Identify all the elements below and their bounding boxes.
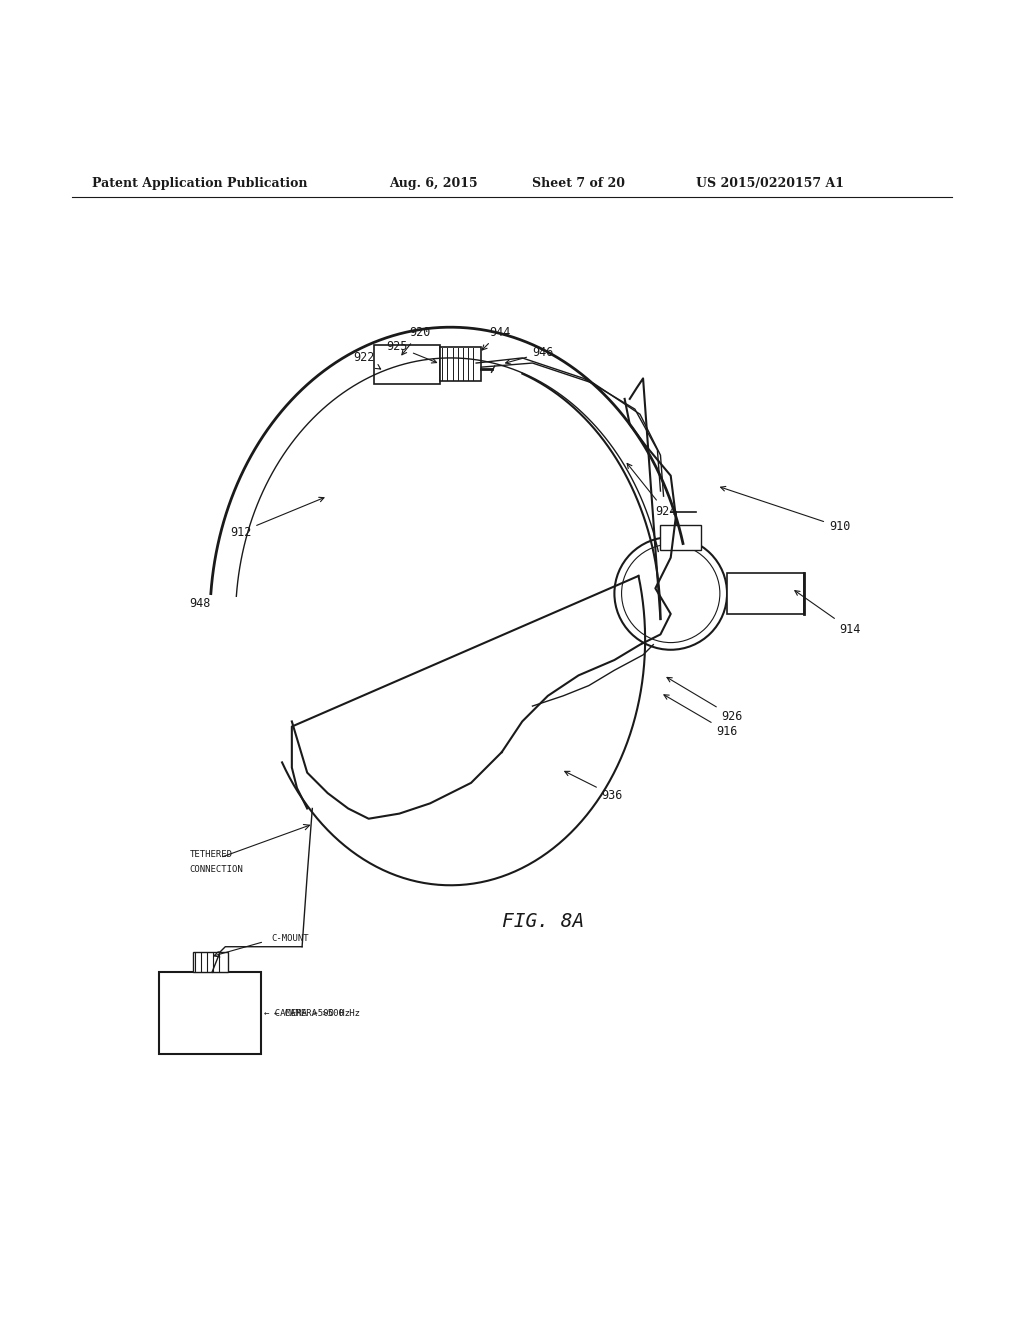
Text: 924: 924 — [627, 463, 676, 517]
Bar — [159, 973, 261, 1055]
Text: 912: 912 — [230, 498, 324, 539]
Text: CONNECTION: CONNECTION — [189, 866, 243, 874]
Text: 914: 914 — [795, 590, 860, 636]
Text: 910: 910 — [721, 487, 850, 533]
Text: Aug. 6, 2015: Aug. 6, 2015 — [389, 177, 478, 190]
Text: ← CAMERA >500 Hz: ← CAMERA >500 Hz — [274, 1008, 360, 1018]
Text: 916: 916 — [664, 694, 737, 738]
Bar — [374, 345, 440, 384]
Text: 925: 925 — [387, 341, 436, 363]
Text: 926: 926 — [667, 677, 742, 723]
Text: Sheet 7 of 20: Sheet 7 of 20 — [532, 177, 626, 190]
Text: TETHERED: TETHERED — [189, 850, 232, 859]
Text: ← CAMERA >500 Hz: ← CAMERA >500 Hz — [264, 1008, 350, 1018]
Bar — [193, 952, 228, 973]
Text: Patent Application Publication: Patent Application Publication — [92, 177, 307, 190]
Bar — [440, 347, 481, 381]
Text: FIG. 8A: FIG. 8A — [502, 912, 584, 931]
Text: 948: 948 — [189, 597, 210, 610]
Text: 946: 946 — [506, 346, 553, 364]
Text: US 2015/0220157 A1: US 2015/0220157 A1 — [696, 177, 845, 190]
Text: 936: 936 — [565, 771, 623, 801]
Bar — [660, 525, 701, 550]
Text: C-MOUNT: C-MOUNT — [271, 935, 309, 942]
Text: 920: 920 — [401, 326, 430, 355]
Bar — [727, 573, 804, 614]
Text: 944: 944 — [482, 326, 510, 350]
Text: 922: 922 — [353, 351, 381, 370]
